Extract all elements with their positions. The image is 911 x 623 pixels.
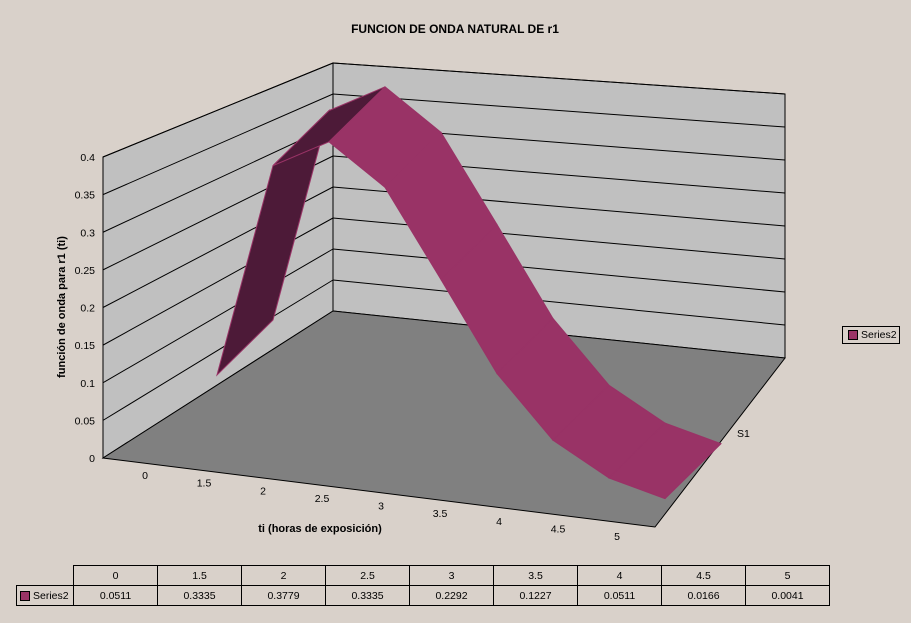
data-table-header: 3.5 (493, 565, 578, 586)
data-table-cell: 0.2292 (409, 585, 494, 606)
gridline (332, 279, 786, 326)
gridline (332, 93, 786, 128)
data-table-row: Series2 0.0511 0.3335 0.3779 0.3335 0.22… (16, 585, 830, 606)
gridline (102, 62, 334, 158)
y-tick-label: 0.05 (75, 415, 96, 427)
data-table-cell: 0.3335 (325, 585, 410, 606)
y-tick-label: 0.35 (75, 190, 96, 202)
y-tick-label: 0.3 (80, 227, 95, 239)
data-table-cell: 0.0511 (73, 585, 158, 606)
x-tick-label: 3 (378, 501, 384, 513)
data-table-cell: 0.0511 (577, 585, 662, 606)
x-axis-label: ti (horas de exposición) (258, 523, 382, 535)
legend-swatch (848, 330, 858, 340)
y-tick-label: 0.1 (80, 378, 95, 390)
y-tick-label: 0.2 (80, 303, 95, 315)
series-segment (608, 422, 722, 500)
x-tick-label: 0 (142, 470, 148, 482)
x-tick-label: 2 (260, 485, 266, 497)
gridline (102, 279, 334, 421)
data-table-row-header: Series2 (16, 585, 74, 606)
data-table-header: 1.5 (157, 565, 242, 586)
data-table-cell: 0.3335 (157, 585, 242, 606)
gridline (332, 248, 786, 293)
data-table-cell: 0.0166 (661, 585, 746, 606)
gridline (102, 93, 334, 196)
y-tick-label: 0 (89, 453, 95, 465)
data-table-header: 0 (73, 565, 158, 586)
data-table-header: 3 (409, 565, 494, 586)
table-swatch (20, 590, 30, 601)
data-table-header-row: 0 1.5 2 2.5 3 3.5 4 4.5 5 (17, 565, 830, 586)
series-shape (216, 86, 722, 500)
chart-title: FUNCION DE ONDA NATURAL DE r1 (351, 22, 559, 36)
x-tick-labels: 0 1.5 2 2.5 3 3.5 4 4.5 5 (142, 470, 620, 543)
table-series-name: Series2 (33, 589, 69, 602)
data-table-cell: 0.0041 (745, 585, 830, 606)
x-tick-label: 2.5 (315, 493, 330, 505)
data-table-cell: 0.1227 (493, 585, 578, 606)
y-tick-label: 0.25 (75, 265, 96, 277)
y-tick-label: 0.15 (75, 340, 96, 352)
x-tick-label: 1.5 (197, 478, 212, 490)
gridline (332, 62, 786, 95)
x-tick-label: 5 (614, 531, 620, 543)
data-table-corner (17, 566, 74, 586)
y-tick-label: 0.4 (80, 152, 95, 164)
data-table-cell: 0.3779 (241, 585, 326, 606)
y-axis-label: función de onda para r1 (ti) (56, 236, 68, 378)
data-table-header: 2.5 (325, 565, 410, 586)
data-table: 0 1.5 2 2.5 3 3.5 4 4.5 5 Series2 0.0511… (16, 565, 830, 606)
z-axis-label: S1 (737, 428, 750, 440)
y-tick-labels: 0 0.05 0.1 0.15 0.2 0.25 0.3 0.35 0.4 (75, 152, 96, 465)
data-table-header: 5 (745, 565, 830, 586)
x-tick-label: 4 (496, 516, 502, 528)
x-tick-label: 3.5 (433, 508, 448, 520)
x-tick-label: 4.5 (551, 523, 566, 535)
legend: Series2 (842, 326, 900, 344)
gridline (102, 248, 334, 384)
data-table-header: 4 (577, 565, 662, 586)
legend-label: Series2 (861, 329, 897, 341)
gridline (102, 124, 334, 233)
data-table-header: 2 (241, 565, 326, 586)
data-table-header: 4.5 (661, 565, 746, 586)
